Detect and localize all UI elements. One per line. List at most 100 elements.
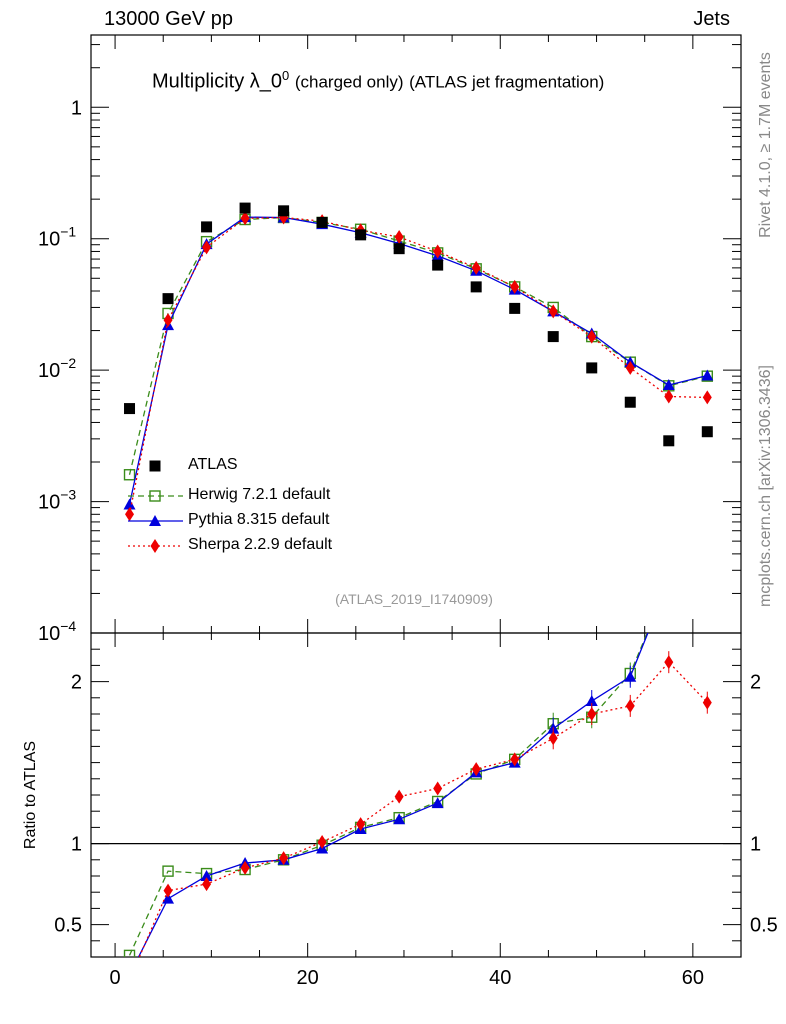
- ratio-point-series-3: [664, 655, 674, 670]
- legend-label-sherpa: Sherpa 2.2.9 default: [188, 536, 333, 553]
- main-point-atlas: [355, 229, 367, 241]
- legend-marker-1: [149, 490, 161, 502]
- ratio-point-series-1: [162, 865, 174, 877]
- main-point-series-3: [510, 279, 520, 294]
- ratio-point-series-2: [162, 892, 175, 904]
- rivet-version-label: Rivet 4.1.0, ≥ 1.7M events: [757, 52, 774, 238]
- ratio-point-series-2: [585, 695, 598, 707]
- ratio-point-series-3: [702, 695, 712, 710]
- ratio-point-series-3: [356, 817, 366, 832]
- ratio-point-series-1: [702, 571, 712, 581]
- y-tick-ratio-label-right: 1: [750, 834, 761, 856]
- main-point-atlas: [393, 243, 405, 255]
- ratio-point-series-3: [317, 834, 327, 849]
- source-url-label: mcplots.cern.ch [arXiv:1306.3436]: [757, 365, 774, 607]
- ratio-point-series-2: [200, 870, 213, 881]
- main-point-series-3: [125, 507, 135, 522]
- main-point-series-3: [471, 260, 481, 275]
- ratio-point-series-3: [202, 877, 212, 892]
- main-point-atlas: [701, 426, 713, 438]
- main-point-series-3: [433, 244, 443, 259]
- main-point-series-3: [587, 329, 597, 344]
- main-point-series-3: [394, 230, 404, 245]
- ratio-point-series-3: [625, 698, 635, 713]
- plot-title: Multiplicity λ_00 (charged only) (ATLAS …: [152, 68, 604, 94]
- legend-marker-3: [150, 539, 160, 553]
- ratio-point-series-3: [125, 973, 134, 987]
- ratio-series-line-3: [138, 661, 708, 957]
- main-point-series-3: [625, 360, 635, 375]
- ratio-point-series-2: [663, 575, 675, 586]
- main-series-line-1: [128, 216, 708, 475]
- analysis-id-label: (ATLAS_2019_I1740909): [335, 591, 493, 607]
- ratio-point-series-3: [240, 860, 250, 875]
- main-point-series-3: [163, 313, 173, 328]
- ratio-point-series-3: [587, 707, 597, 721]
- main-point-atlas: [162, 293, 174, 305]
- main-point-atlas: [316, 216, 328, 228]
- ratio-point-series-3: [279, 851, 289, 866]
- title-sub1: (charged only): [294, 72, 404, 92]
- main-point-series-2: [123, 498, 136, 510]
- main-point-series-1: [123, 469, 136, 481]
- legend-marker-atlas: [149, 460, 161, 472]
- x-tick-label: 60: [682, 967, 704, 989]
- y-tick-main-label: 1: [71, 97, 82, 119]
- main-point-series-3: [702, 390, 712, 405]
- ratio-point-series-1: [123, 949, 136, 957]
- y-tick-main-label: 10−2: [38, 355, 76, 382]
- main-point-series-3: [548, 304, 558, 319]
- ratio-plot-frame: [90, 632, 742, 958]
- main-point-series-3: [664, 389, 674, 404]
- title-main: Multiplicity λ_0: [152, 70, 283, 93]
- ratio-point-series-3: [548, 731, 558, 746]
- main-point-atlas: [663, 435, 675, 447]
- main-point-series-2: [662, 379, 675, 391]
- x-tick-label: 0: [110, 967, 121, 989]
- main-point-atlas: [509, 302, 521, 314]
- x-tick-label: 40: [489, 967, 511, 989]
- main-point-series-2: [701, 369, 714, 381]
- energy-label: 13000 GeV pp: [104, 8, 233, 30]
- ratio-series-line-1: [128, 633, 648, 956]
- main-point-atlas: [278, 205, 290, 217]
- y-tick-main-label: 10−4: [38, 618, 76, 645]
- main-point-atlas: [124, 403, 136, 415]
- y-tick-ratio-label: 0.5: [54, 915, 82, 937]
- legend-label-herwig: Herwig 7.2.1 default: [188, 486, 331, 503]
- process-label: Jets: [693, 8, 730, 30]
- y-tick-ratio-label: 2: [71, 672, 82, 694]
- ratio-point-series-1: [664, 576, 674, 586]
- ratio-point-series-3: [394, 789, 404, 804]
- ratio-point-series-3: [163, 883, 173, 898]
- legend-label-atlas: ATLAS: [188, 456, 238, 473]
- ratio-point-series-2: [124, 969, 136, 980]
- main-point-atlas: [624, 396, 636, 408]
- legend-marker-2: [149, 515, 161, 526]
- main-series-line-2: [128, 216, 708, 505]
- ratio-point-series-3: [471, 762, 481, 777]
- title-sub2: (ATLAS jet fragmentation): [409, 72, 605, 92]
- main-point-atlas: [586, 362, 598, 374]
- y-tick-ratio-label-right: 2: [750, 672, 761, 694]
- main-point-series-3: [202, 240, 212, 255]
- title-sup: 0: [282, 68, 290, 83]
- ratio-point-series-2: [701, 562, 713, 573]
- y-tick-ratio-label: 1: [71, 834, 82, 856]
- legend-label-pythia: Pythia 8.315 default: [188, 511, 330, 528]
- ratio-point-series-3: [510, 752, 520, 767]
- main-point-atlas: [547, 331, 559, 343]
- y-tick-main-label: 10−3: [38, 487, 76, 514]
- x-tick-label: 20: [297, 967, 319, 989]
- main-point-atlas: [432, 259, 444, 271]
- main-series-line-3: [128, 216, 708, 515]
- ratio-point-series-2: [393, 813, 406, 825]
- ratio-point-series-2: [624, 670, 637, 682]
- y-tick-ratio-label-right: 0.5: [750, 915, 778, 937]
- main-point-atlas: [239, 202, 251, 214]
- main-point-series-3: [240, 211, 250, 226]
- ratio-axis-label: Ratio to ATLAS: [22, 740, 39, 850]
- ratio-point-series-2: [431, 797, 444, 809]
- y-tick-main-label: 10−1: [38, 224, 76, 251]
